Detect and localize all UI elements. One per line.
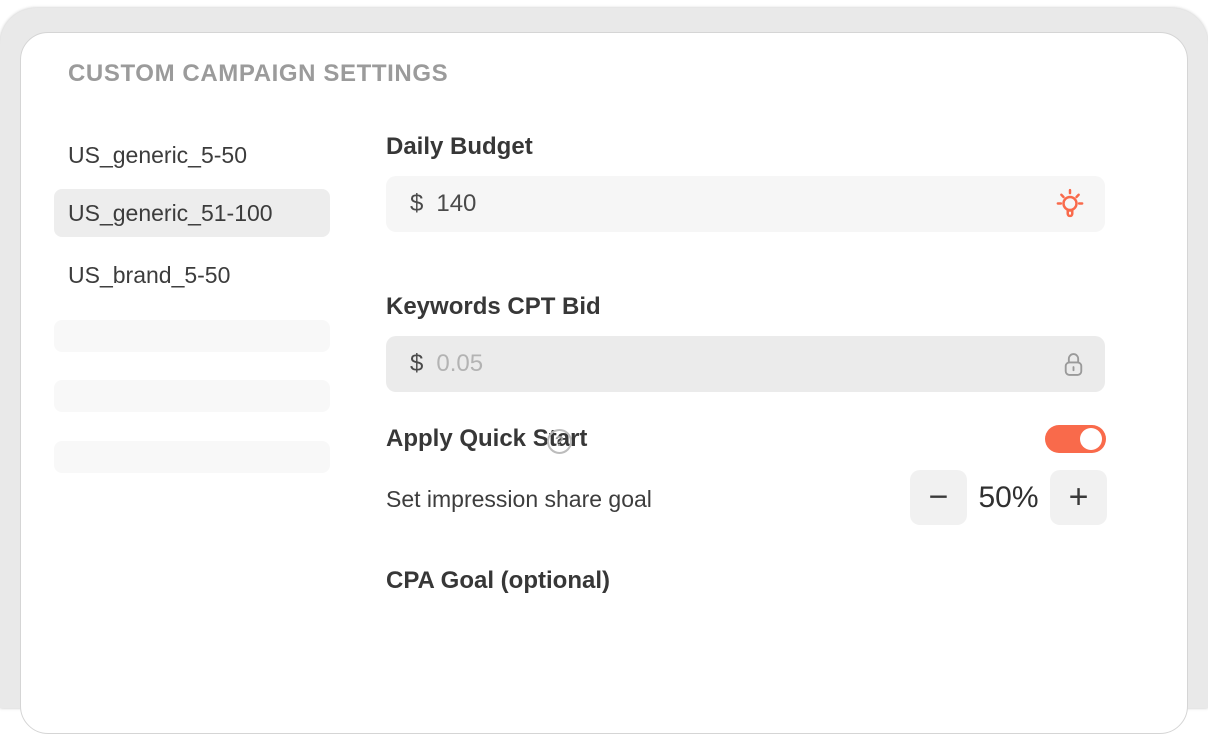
list-placeholder-row: [54, 320, 330, 352]
page-title: CUSTOM CAMPAIGN SETTINGS: [68, 60, 449, 87]
keywords-cpt-bid-input[interactable]: [436, 350, 1062, 378]
list-placeholder-row: [54, 380, 330, 412]
impression-share-increase-button[interactable]: +: [1050, 470, 1107, 525]
campaign-list-item-us-generic-51-100[interactable]: US_generic_51-100: [54, 189, 330, 237]
currency-symbol: $: [410, 190, 424, 217]
toggle-knob: [1080, 428, 1102, 450]
list-placeholder-row: [54, 441, 330, 473]
campaign-list-item-label: US_brand_5-50: [68, 261, 231, 288]
question-mark-icon[interactable]: ?: [547, 429, 572, 454]
campaign-list-item-us-generic-5-50[interactable]: US_generic_5-50: [54, 131, 330, 179]
impression-share-value: 50%: [978, 480, 1039, 514]
currency-symbol: $: [410, 350, 424, 377]
keywords-cpt-bid-field: $: [386, 336, 1105, 392]
cpa-goal-label: CPA Goal (optional): [386, 567, 610, 594]
campaign-list-item-label: US_generic_5-50: [68, 141, 248, 168]
impression-share-decrease-button[interactable]: −: [910, 470, 967, 525]
campaign-list-item-label: US_generic_51-100: [68, 199, 273, 226]
daily-budget-input[interactable]: [436, 190, 1055, 218]
impression-share-goal-label: Set impression share goal: [386, 486, 652, 512]
keywords-cpt-bid-label: Keywords CPT Bid: [386, 293, 601, 320]
daily-budget-field: $: [386, 176, 1105, 232]
apply-quick-start-toggle[interactable]: [1045, 425, 1106, 453]
campaign-list-item-us-brand-5-50[interactable]: US_brand_5-50: [54, 251, 330, 299]
daily-budget-label: Daily Budget: [386, 133, 533, 160]
lightbulb-suggestion-icon[interactable]: [1055, 188, 1085, 221]
lock-icon: [1062, 351, 1085, 378]
question-mark-glyph: ?: [554, 433, 565, 450]
